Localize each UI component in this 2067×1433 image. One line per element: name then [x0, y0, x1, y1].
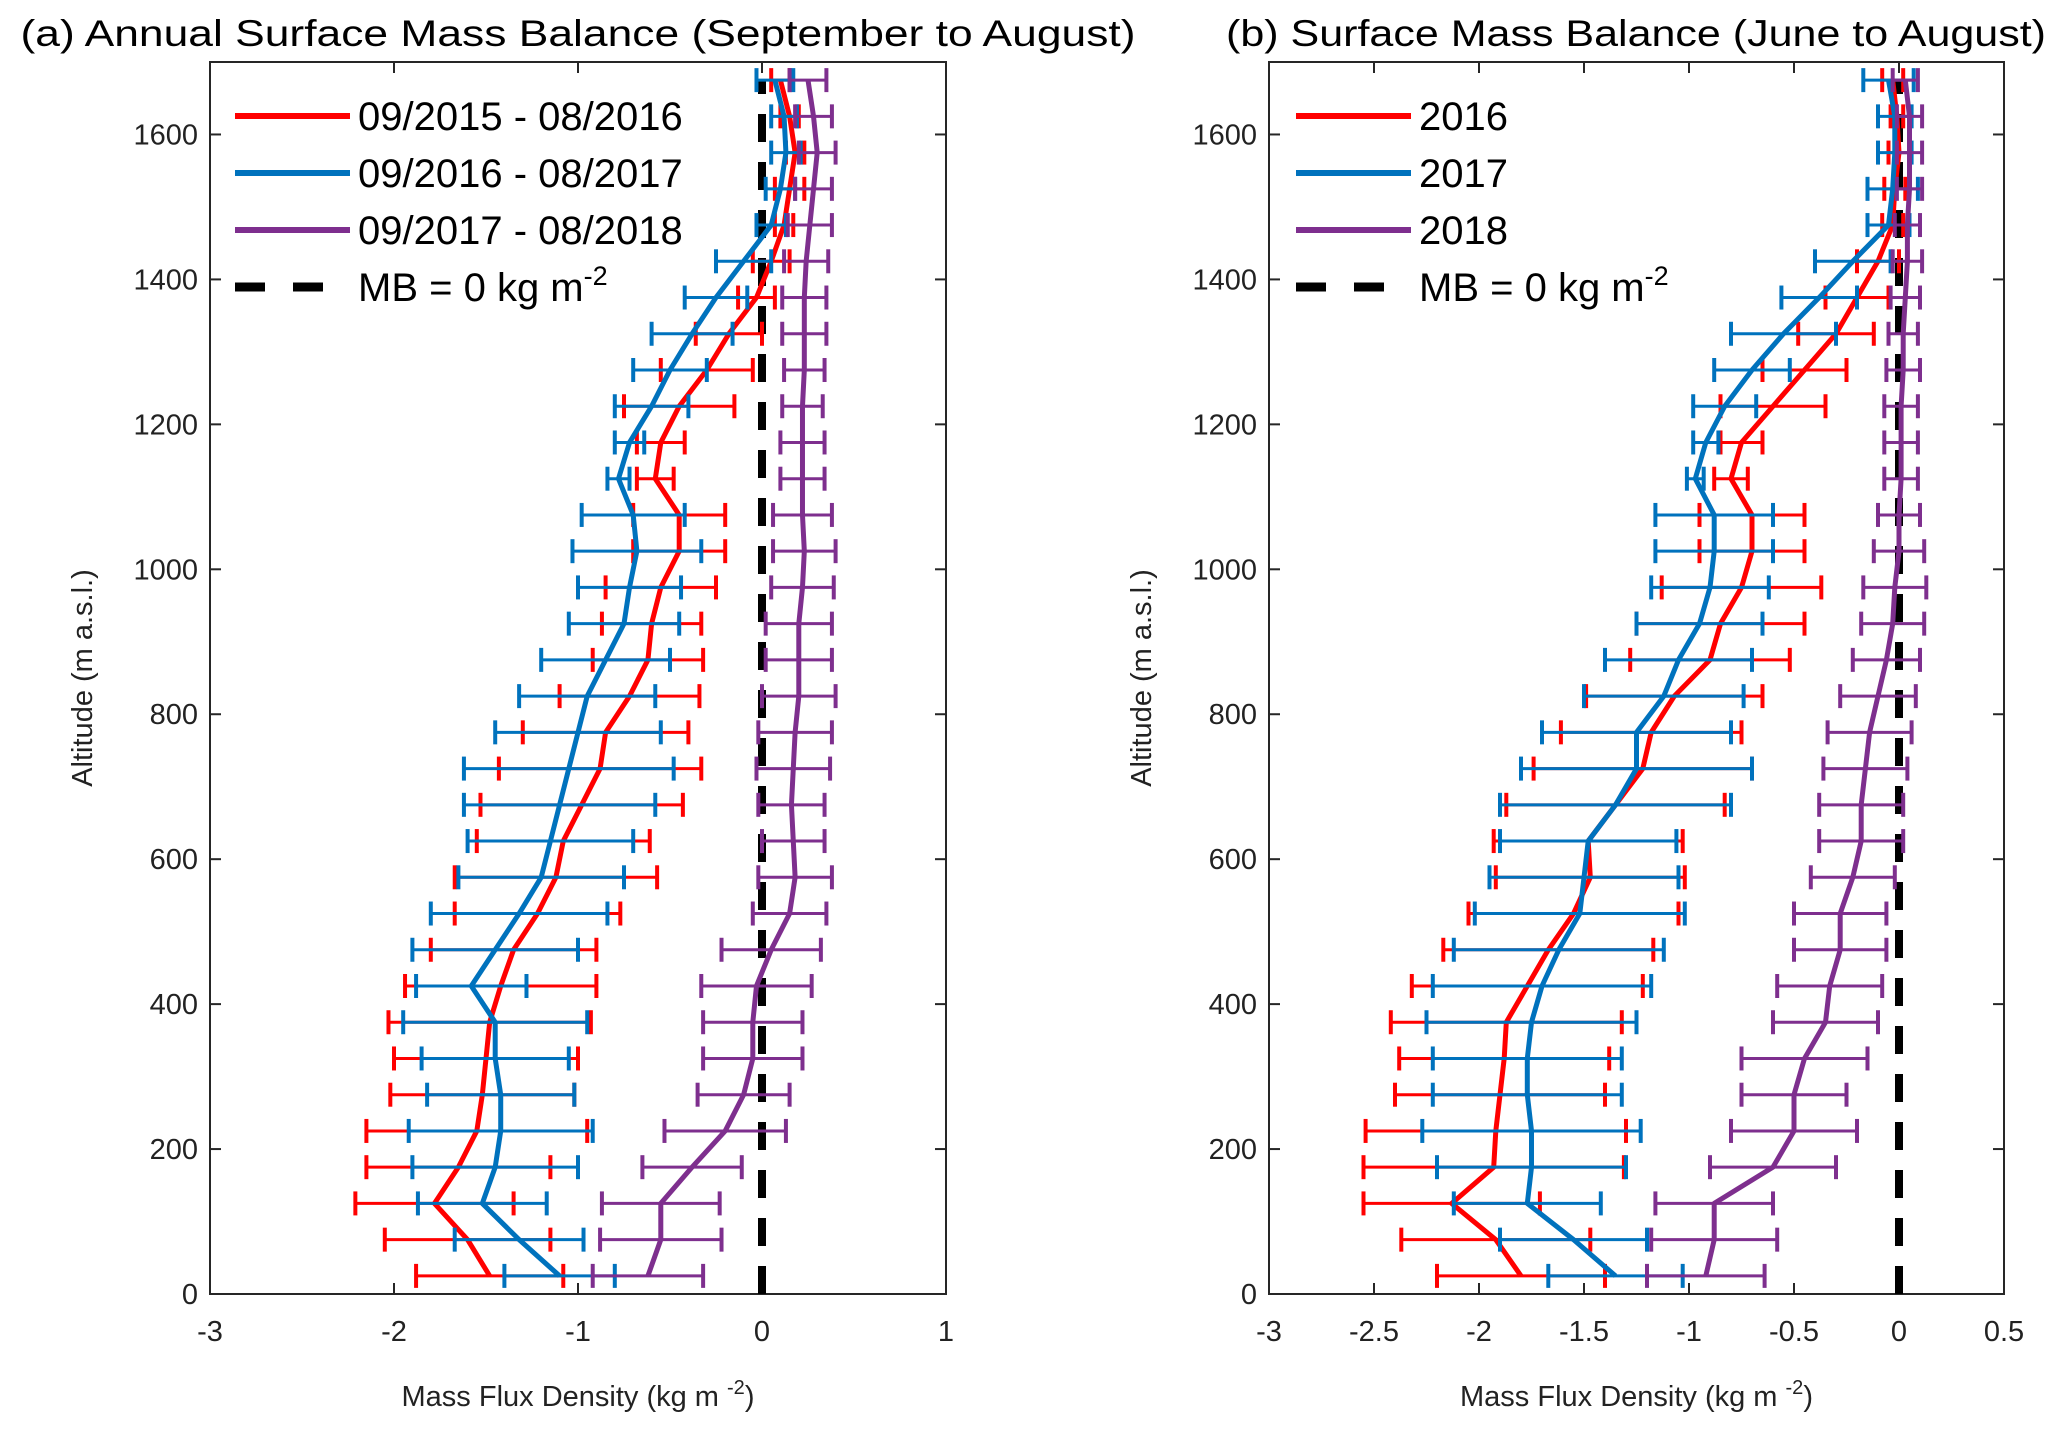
legend-label-text: 2017: [1419, 152, 1508, 196]
y-axis-label: Altitude (m a.s.l.): [67, 569, 99, 787]
y-tick-label: 1600: [133, 119, 198, 151]
series-line: [645, 79, 820, 1277]
panel-a: (a) Annual Surface Mass Balance (Septemb…: [21, 13, 1136, 1413]
y-tick-label: 400: [1209, 989, 1257, 1021]
legend-label: 2017: [1419, 152, 1508, 196]
series-line: [1449, 79, 1902, 1278]
x-tick-label: 0: [1891, 1316, 1907, 1348]
legend-label: 09/2016 - 08/2017: [358, 152, 683, 196]
y-tick-label: 200: [150, 1134, 198, 1166]
x-tick-label: -3: [1256, 1316, 1282, 1348]
legend: 2016 2017 2018 MB = 0 kg m-2: [1296, 95, 1669, 310]
x-axis-label-sup: -2: [727, 1377, 745, 1399]
x-tick-label: 0.5: [1984, 1316, 2024, 1348]
x-tick-label: 0: [754, 1316, 770, 1348]
x-axis-label-end: ): [1803, 1381, 1813, 1413]
legend-label-text: 09/2015 - 08/2016: [358, 95, 683, 139]
x-tick-label: -1: [1676, 1316, 1702, 1348]
axes-box: [1268, 61, 2005, 1295]
x-axis-label: Mass Flux Density (kg m -2): [1460, 1377, 1813, 1413]
legend-label: 2016: [1419, 95, 1508, 139]
legend-label: MB = 0 kg m-2: [358, 261, 608, 310]
legend-label-text: MB = 0 kg m: [358, 266, 584, 310]
y-axis-label: Altitude (m a.s.l.): [1126, 569, 1158, 787]
legend-label-text: 2018: [1419, 209, 1508, 253]
legend-label-sup: -2: [584, 261, 608, 291]
x-axis-label: Mass Flux Density (kg m -2): [402, 1377, 755, 1413]
series-line: [431, 79, 798, 1278]
series-1: [401, 68, 803, 1288]
y-tick-label: 400: [150, 989, 198, 1021]
series-line: [1524, 79, 1898, 1278]
legend-label: 09/2017 - 08/2018: [358, 209, 683, 253]
series-line: [1703, 79, 1912, 1277]
panel-b: (b) Surface Mass Balance (June to August…: [1126, 13, 2046, 1413]
x-tick-label: -1: [565, 1316, 591, 1348]
y-tick-label: 600: [150, 844, 198, 876]
y-tick-label: 200: [1209, 1134, 1257, 1166]
y-tick-label: 0: [1241, 1279, 1257, 1311]
y-tick-label: 1400: [133, 264, 198, 296]
x-axis-label-end: ): [745, 1381, 755, 1413]
series-2: [1645, 68, 1929, 1288]
legend-label-text: 2016: [1419, 95, 1508, 139]
x-axis-label-main: Mass Flux Density (kg m: [1460, 1381, 1786, 1413]
legend-label: 09/2015 - 08/2016: [358, 95, 683, 139]
y-tick-label: 1200: [133, 409, 198, 441]
chart-title: (a) Annual Surface Mass Balance (Septemb…: [21, 13, 1136, 54]
y-tick-label: 1000: [1192, 554, 1257, 586]
legend-label: MB = 0 kg m-2: [1419, 261, 1669, 310]
x-tick-label: -3: [197, 1316, 223, 1348]
x-tick-label: -2: [1466, 1316, 1492, 1348]
legend-label-sup: -2: [1645, 261, 1669, 291]
legend-label: 2018: [1419, 209, 1508, 253]
x-tick-label: 1: [938, 1316, 954, 1348]
x-tick-label: -2.5: [1349, 1316, 1399, 1348]
y-tick-label: 0: [182, 1279, 198, 1311]
y-tick-label: 1400: [1192, 264, 1257, 296]
x-axis-label-main: Mass Flux Density (kg m: [402, 1381, 728, 1413]
y-tick-label: 800: [150, 699, 198, 731]
y-tick-label: 600: [1209, 844, 1257, 876]
y-tick-label: 1200: [1192, 409, 1257, 441]
chart-title: (b) Surface Mass Balance (June to August…: [1226, 13, 2046, 54]
legend-label-text: MB = 0 kg m: [1419, 266, 1645, 310]
y-tick-label: 1000: [133, 554, 198, 586]
y-tick-label: 1600: [1192, 119, 1257, 151]
x-tick-label: -1.5: [1559, 1316, 1609, 1348]
x-axis-label-sup: -2: [1786, 1377, 1804, 1399]
x-tick-label: -2: [381, 1316, 407, 1348]
series-2: [590, 68, 838, 1288]
legend-label-text: 09/2016 - 08/2017: [358, 152, 683, 196]
legend: 09/2015 - 08/2016 09/2016 - 08/2017 09/201…: [235, 95, 683, 310]
y-tick-label: 800: [1209, 699, 1257, 731]
series-line: [468, 79, 789, 1278]
legend-label-text: 09/2017 - 08/2018: [358, 209, 683, 253]
x-tick-label: -0.5: [1769, 1316, 1819, 1348]
series-1: [1420, 68, 1920, 1288]
